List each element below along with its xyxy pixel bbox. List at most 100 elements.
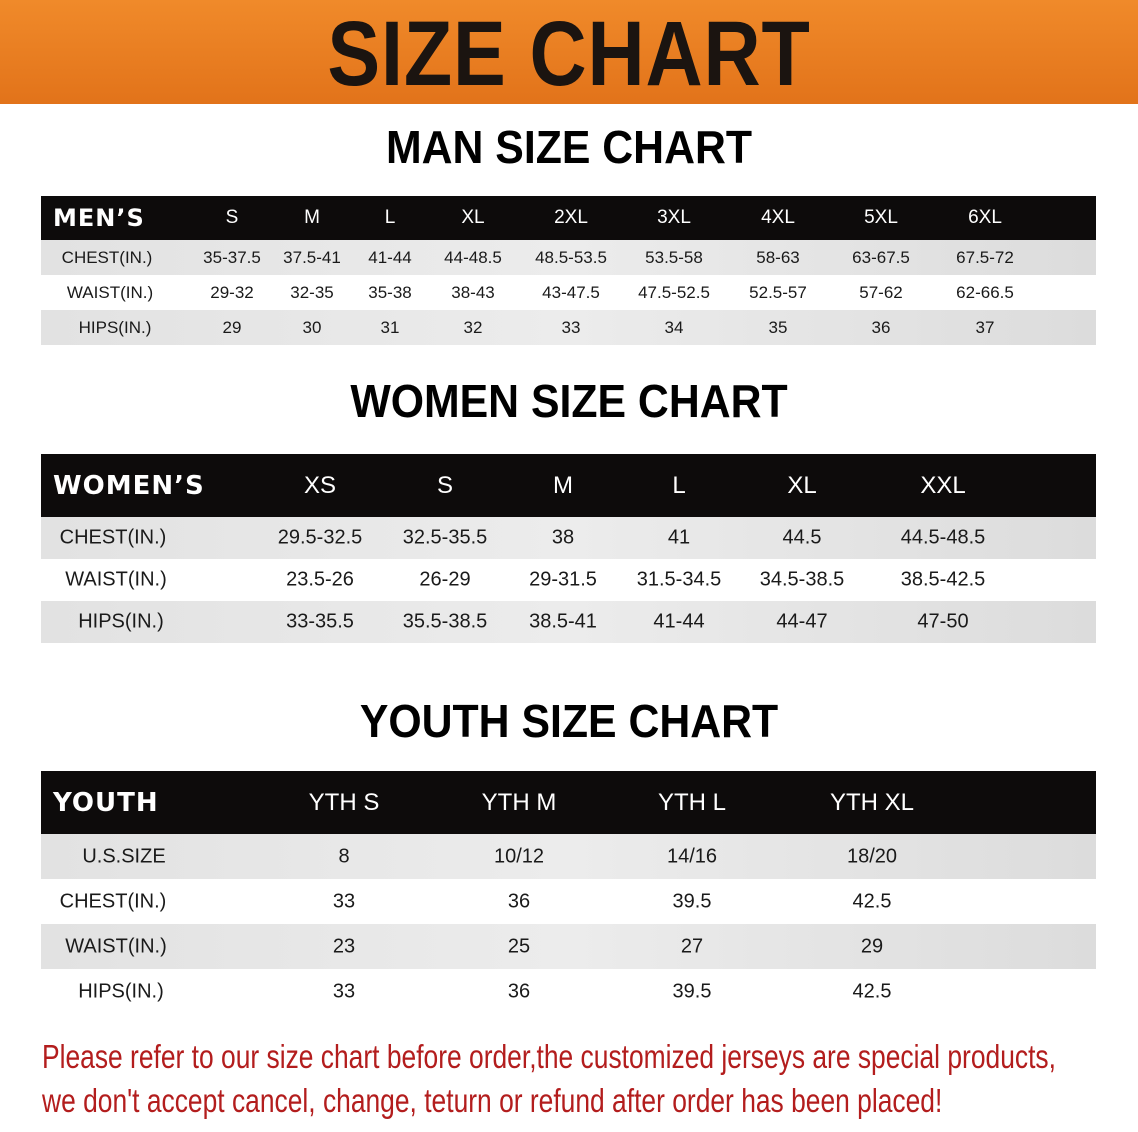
table-cell: 35: [768, 317, 788, 337]
table-cell: 35-37.5: [203, 247, 261, 267]
table-cell: 37.5-41: [283, 247, 341, 267]
table-cell: 33-35.5: [286, 610, 354, 633]
table-cell: 31.5-34.5: [636, 568, 722, 591]
youth-header-row: YOUTH YTH S YTH M YTH L YTH XL: [41, 771, 1096, 834]
youth-size-header: YTH L: [657, 788, 727, 816]
men-table-row: WAIST(IN.) 29-32 32-35 35-38 38-43 43-47.5 47.…: [41, 275, 1096, 310]
table-cell: 41: [667, 526, 691, 549]
women-table-row: HIPS(IN.) 33-35.5 35.5-38.5 38.5-41 41-44 44-…: [41, 601, 1096, 643]
men-table-row: HIPS(IN.) 29 30 31 32 33 34 35 36 37: [41, 310, 1096, 345]
table-cell: 39.5: [672, 890, 712, 912]
table-cell: 41-44: [368, 247, 412, 267]
table-cell: 58-63: [756, 247, 800, 267]
women-size-header: XXL: [920, 471, 966, 499]
table-cell: 23.5-26: [286, 568, 354, 591]
table-cell: 26-29: [419, 568, 471, 591]
men-header-label: MEN’S: [53, 204, 145, 232]
youth-table-row: WAIST(IN.) 23 25 27 29: [41, 924, 1096, 969]
table-cell: 35.5-38.5: [402, 610, 488, 633]
women-header-label: WOMEN’S: [53, 470, 205, 501]
men-table-row: CHEST(IN.) 35-37.5 37.5-41 41-44 44-48.5 48.5…: [41, 240, 1096, 275]
table-cell: 52.5-57: [749, 282, 807, 302]
table-cell: 10/12: [493, 845, 545, 867]
women-size-header: M: [553, 471, 573, 499]
table-cell: 44-47: [776, 610, 828, 633]
men-size-header: 4XL: [761, 207, 795, 228]
table-cell: 29.5-32.5: [277, 526, 363, 549]
women-size-header: S: [436, 471, 454, 499]
row-label: U.S.SIZE: [82, 845, 166, 867]
youth-title: YOUTH SIZE CHART: [359, 695, 779, 747]
men-size-header: L: [384, 207, 396, 228]
women-table-row: CHEST(IN.) 29.5-32.5 32.5-35.5 38 41 44.5 44.5…: [41, 517, 1096, 559]
men-header-row: MEN’S S M L XL 2XL 3XL 4XL 5XL 6XL: [41, 196, 1096, 240]
notice-line-2: we don't accept cancel, change, teturn o…: [42, 1082, 943, 1119]
table-cell: 48.5-53.5: [535, 247, 607, 267]
table-cell: 67.5-72: [956, 247, 1014, 267]
youth-table-row: CHEST(IN.) 33 36 39.5 42.5: [41, 879, 1096, 924]
table-cell: 23: [332, 935, 356, 957]
men-size-header: 5XL: [864, 207, 898, 228]
table-cell: 29-31.5: [529, 568, 597, 591]
table-cell: 37: [975, 317, 995, 337]
table-cell: 25: [507, 935, 531, 957]
men-size-header: 2XL: [554, 207, 588, 228]
table-cell: 42.5: [852, 890, 892, 912]
row-label: WAIST(IN.): [65, 935, 167, 957]
women-header-row: WOMEN’S XS S M L XL XXL: [41, 454, 1096, 517]
women-size-header: XS: [303, 471, 337, 499]
table-cell: 47.5-52.5: [638, 282, 710, 302]
table-cell: 44.5: [782, 526, 822, 549]
women-size-header: XL: [787, 471, 817, 499]
banner: SIZE CHART: [0, 0, 1138, 105]
table-cell: 33: [332, 980, 356, 1002]
youth-table-row: U.S.SIZE 8 10/12 14/16 18/20: [41, 834, 1096, 879]
table-cell: 38.5-42.5: [900, 568, 986, 591]
table-cell: 32-35: [290, 282, 334, 302]
table-cell: 34: [664, 317, 684, 337]
youth-size-header: YTH S: [308, 788, 380, 816]
table-cell: 35-38: [368, 282, 412, 302]
table-cell: 30: [302, 317, 322, 337]
table-cell: 47-50: [917, 610, 969, 633]
table-cell: 39.5: [672, 980, 712, 1002]
table-cell: 44-48.5: [444, 247, 502, 267]
row-label: HIPS(IN.): [78, 980, 164, 1002]
table-cell: 36: [507, 980, 531, 1002]
table-cell: 53.5-58: [645, 247, 703, 267]
youth-header-label: YOUTH: [53, 787, 159, 818]
men-size-header: 6XL: [968, 207, 1002, 228]
table-cell: 27: [680, 935, 704, 957]
table-cell: 38: [551, 526, 575, 549]
women-table-row: WAIST(IN.) 23.5-26 26-29 29-31.5 31.5-34.5 34…: [41, 559, 1096, 601]
table-cell: 33: [332, 890, 356, 912]
youth-size-header: YTH M: [481, 788, 557, 816]
row-label: HIPS(IN.): [78, 317, 152, 337]
table-cell: 29: [860, 935, 884, 957]
table-cell: 42.5: [852, 980, 892, 1002]
youth-table-row: HIPS(IN.) 33 36 39.5 42.5: [41, 969, 1096, 1014]
table-cell: 18/20: [846, 845, 898, 867]
men-title: MAN SIZE CHART: [385, 121, 752, 173]
table-cell: 32: [463, 317, 483, 337]
table-cell: 36: [507, 890, 531, 912]
men-size-header: S: [225, 207, 239, 228]
table-cell: 44.5-48.5: [900, 526, 986, 549]
notice-line-1: Please refer to our size chart before or…: [42, 1038, 1056, 1075]
table-cell: 57-62: [859, 282, 903, 302]
table-cell: 8: [338, 845, 350, 867]
men-size-header: XL: [461, 207, 485, 228]
row-label: CHEST(IN.): [61, 247, 153, 267]
men-size-header: 3XL: [657, 207, 691, 228]
table-cell: 32.5-35.5: [402, 526, 488, 549]
table-cell: 34.5-38.5: [759, 568, 845, 591]
table-cell: 43-47.5: [542, 282, 600, 302]
table-cell: 62-66.5: [956, 282, 1014, 302]
table-cell: 38.5-41: [529, 610, 597, 633]
table-cell: 63-67.5: [852, 247, 910, 267]
row-label: CHEST(IN.): [59, 890, 167, 912]
row-label: WAIST(IN.): [66, 282, 154, 302]
table-cell: 29: [222, 317, 242, 337]
youth-size-header: YTH XL: [829, 788, 915, 816]
